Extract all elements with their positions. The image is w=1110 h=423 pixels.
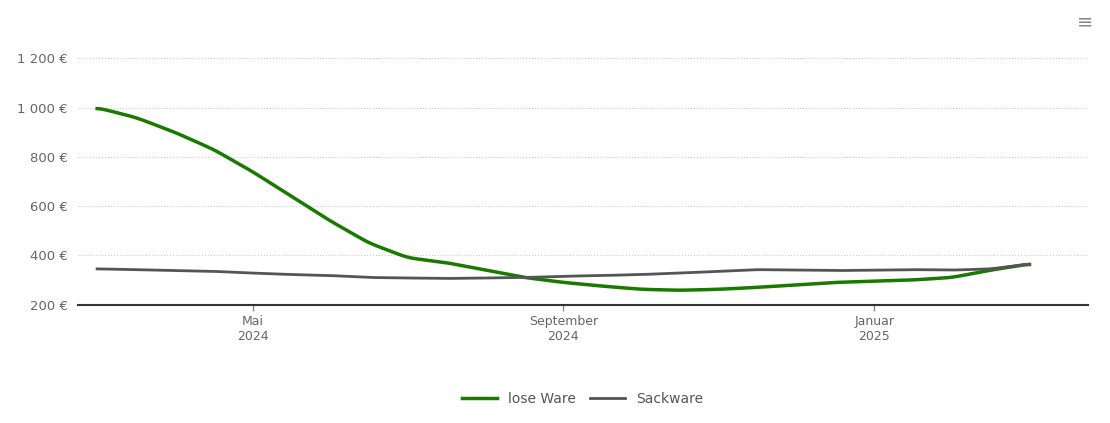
Text: ≡: ≡	[1077, 13, 1093, 32]
Legend: lose Ware, Sackware: lose Ware, Sackware	[457, 386, 708, 411]
